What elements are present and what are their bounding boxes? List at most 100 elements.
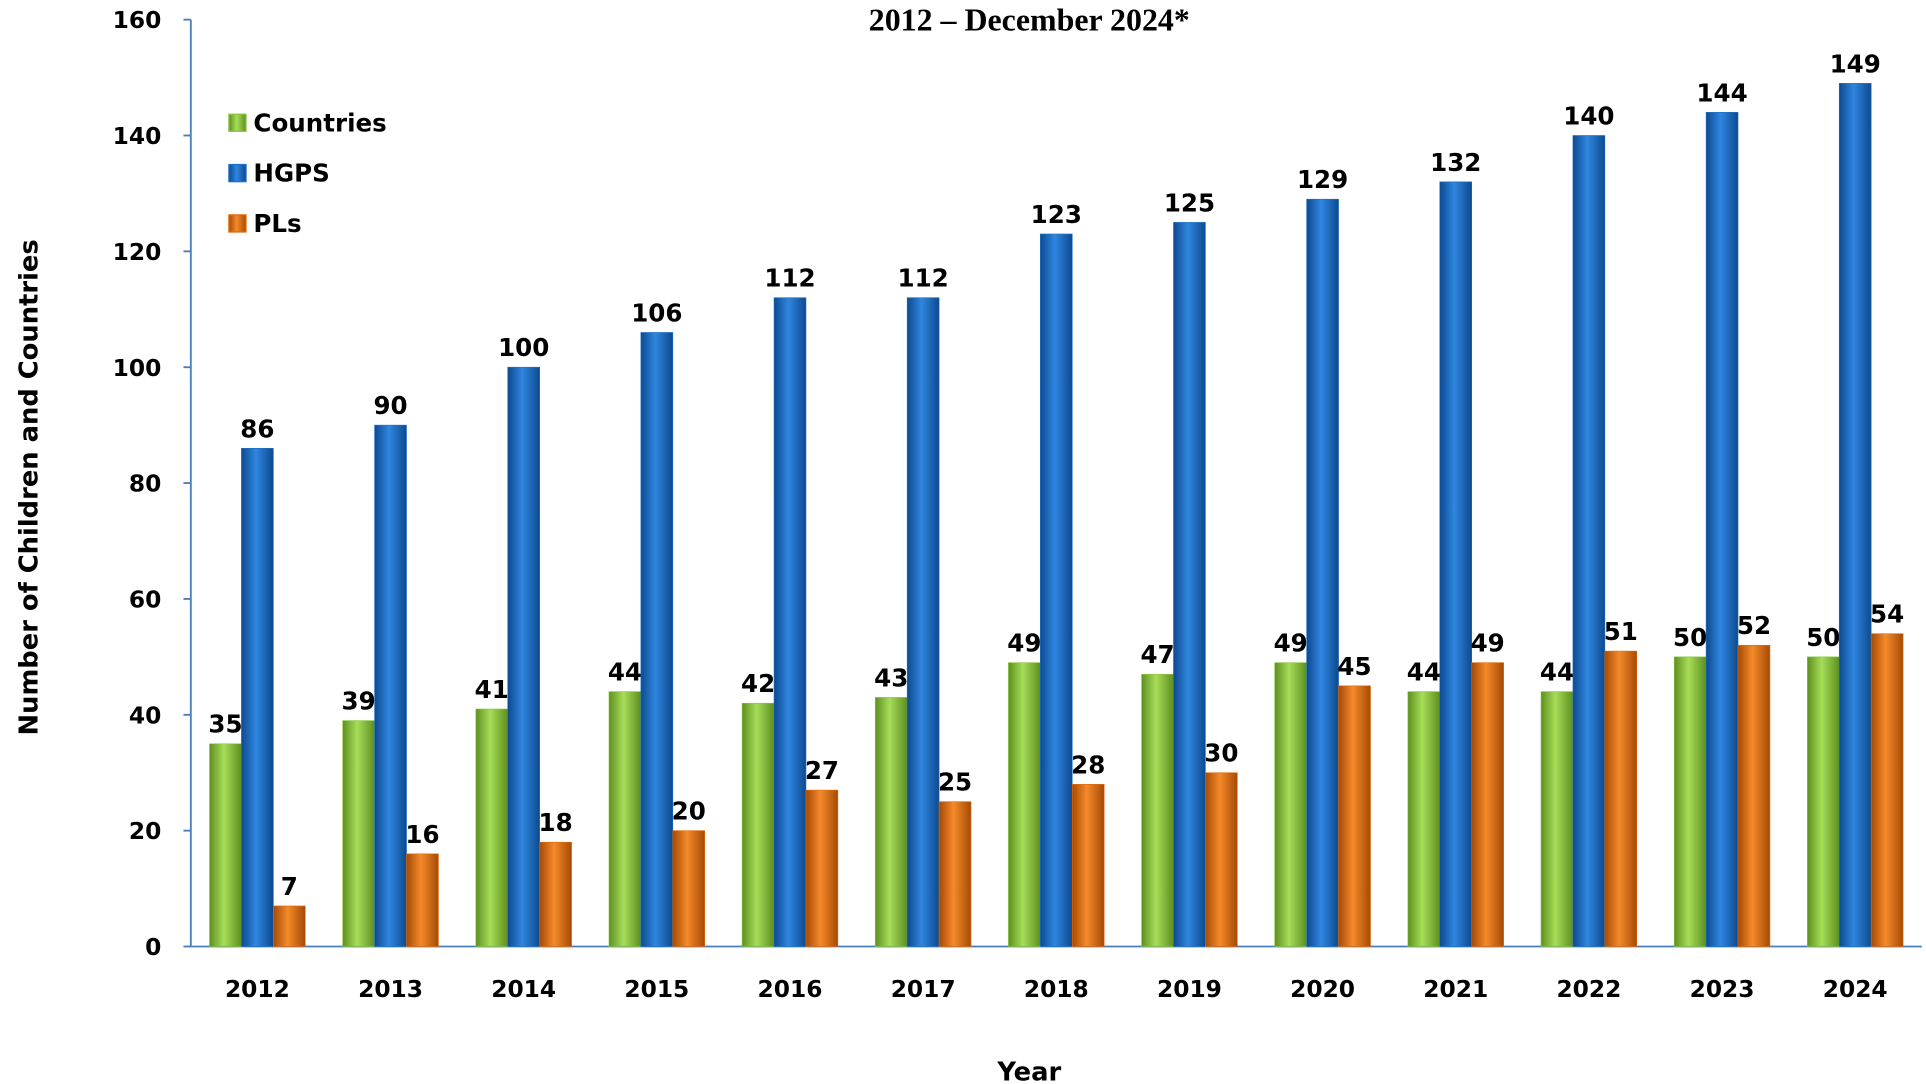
x-tick-label: 2018 xyxy=(1024,976,1089,1003)
y-tick-label: 160 xyxy=(113,7,162,34)
data-label: 50 xyxy=(1673,623,1707,652)
data-label: 25 xyxy=(938,768,972,797)
data-label: 30 xyxy=(1204,739,1238,768)
data-label: 44 xyxy=(608,658,642,687)
data-label: 100 xyxy=(498,333,549,362)
data-label: 52 xyxy=(1737,611,1771,640)
y-tick-label: 80 xyxy=(129,471,161,498)
x-tick-label: 2023 xyxy=(1690,976,1755,1003)
data-label: 44 xyxy=(1540,658,1574,687)
data-label: 43 xyxy=(874,663,908,692)
bar xyxy=(1439,181,1473,947)
x-tick-label: 2020 xyxy=(1290,976,1355,1003)
x-tick-label: 2019 xyxy=(1157,976,1222,1003)
bar xyxy=(1071,783,1105,947)
bar xyxy=(507,366,540,947)
data-label: 49 xyxy=(1274,629,1308,658)
bar xyxy=(1737,644,1771,947)
data-label: 20 xyxy=(672,797,706,826)
data-label: 45 xyxy=(1337,652,1371,681)
legend-swatch xyxy=(228,214,247,233)
legend-swatch xyxy=(228,113,247,132)
bar xyxy=(1040,233,1073,947)
bar xyxy=(273,905,306,947)
data-label: 86 xyxy=(240,414,274,443)
y-tick-label: 100 xyxy=(113,355,162,382)
bar xyxy=(938,801,972,947)
y-tick-label: 0 xyxy=(145,934,161,961)
bar xyxy=(209,743,242,947)
bar xyxy=(1870,633,1904,947)
bar xyxy=(1471,662,1504,947)
y-tick-label: 120 xyxy=(113,239,162,266)
bar xyxy=(773,297,807,947)
data-label: 27 xyxy=(805,756,839,785)
data-label: 39 xyxy=(342,687,376,716)
bar xyxy=(1673,656,1707,947)
data-label: 90 xyxy=(373,391,407,420)
data-label: 54 xyxy=(1870,600,1904,629)
bar xyxy=(741,702,775,947)
bar xyxy=(374,424,407,947)
bar xyxy=(1540,691,1574,947)
data-label: 140 xyxy=(1563,101,1614,130)
bar xyxy=(640,332,674,947)
x-tick-label: 2015 xyxy=(624,976,689,1003)
legend-swatch xyxy=(228,163,247,183)
bar xyxy=(672,830,706,947)
bar xyxy=(342,720,375,947)
legend-label: PLs xyxy=(253,209,301,238)
y-tick-label: 60 xyxy=(129,587,161,614)
data-label: 125 xyxy=(1164,188,1215,217)
bar xyxy=(874,697,908,947)
bar xyxy=(1274,662,1307,947)
bar xyxy=(1008,662,1041,947)
data-label: 123 xyxy=(1031,200,1082,229)
bar xyxy=(1838,83,1872,947)
data-label: 16 xyxy=(405,820,439,849)
data-label: 49 xyxy=(1007,629,1041,658)
data-label: 35 xyxy=(208,710,242,739)
x-tick-label: 2024 xyxy=(1823,976,1888,1003)
data-label: 144 xyxy=(1696,78,1747,107)
bar xyxy=(805,789,839,947)
data-label: 129 xyxy=(1297,165,1348,194)
data-label: 28 xyxy=(1071,750,1105,779)
bar xyxy=(1572,135,1606,947)
bar xyxy=(1407,691,1441,947)
x-tick-label: 2013 xyxy=(358,976,423,1003)
data-label: 112 xyxy=(764,264,815,293)
x-tick-label: 2021 xyxy=(1423,976,1488,1003)
data-label: 112 xyxy=(898,264,949,293)
data-label: 47 xyxy=(1140,640,1174,669)
data-label: 49 xyxy=(1471,629,1505,658)
data-label: 132 xyxy=(1430,148,1481,177)
chart-title: 2012 – December 2024* xyxy=(869,3,1190,38)
bar xyxy=(1338,685,1371,947)
x-tick-label: 2017 xyxy=(891,976,956,1003)
x-axis-label: Year xyxy=(996,1057,1061,1084)
data-label: 50 xyxy=(1806,623,1840,652)
data-label: 18 xyxy=(539,808,573,837)
x-tick-label: 2022 xyxy=(1556,976,1621,1003)
bar xyxy=(406,853,439,947)
bar xyxy=(1604,650,1638,947)
data-label: 42 xyxy=(741,669,775,698)
y-tick-label: 140 xyxy=(113,123,162,150)
data-label: 149 xyxy=(1830,49,1881,78)
bar xyxy=(1705,112,1739,947)
data-label: 51 xyxy=(1604,617,1638,646)
bar xyxy=(539,841,572,947)
data-label: 41 xyxy=(475,675,509,704)
bar xyxy=(475,708,509,947)
data-label: 7 xyxy=(281,872,298,901)
bar xyxy=(241,448,274,947)
y-tick-label: 20 xyxy=(129,818,161,845)
bar xyxy=(1173,222,1206,947)
data-label: 106 xyxy=(631,298,682,327)
bar xyxy=(1807,656,1840,947)
y-tick-label: 40 xyxy=(129,702,161,729)
bar xyxy=(1205,772,1238,947)
legend-label: HGPS xyxy=(253,159,329,188)
